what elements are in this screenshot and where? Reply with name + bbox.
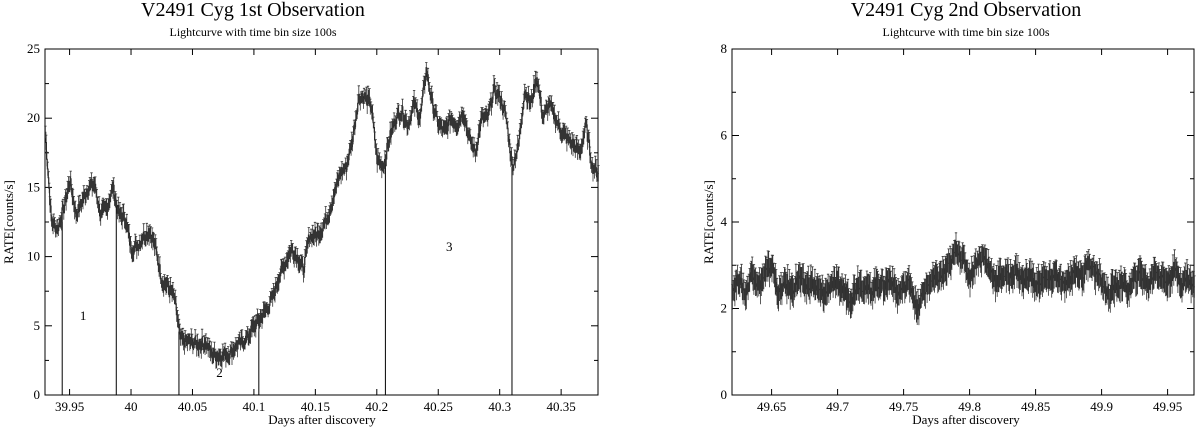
plot-frame [731, 48, 1195, 396]
chart-subtitle: Lightcurve with time bin size 100s [170, 25, 337, 39]
series-line [45, 67, 599, 362]
x-tick-label: 49.8 [958, 399, 981, 414]
x-axis-label: Days after discovery [912, 412, 1020, 427]
error-bars [44, 62, 600, 370]
segment-label: 3 [446, 239, 453, 254]
x-tick-label: 49.9 [1090, 399, 1113, 414]
chart-title: V2491 Cyg 1st Observation [141, 0, 365, 21]
x-tick-label: 40 [125, 399, 138, 414]
y-tick-label: 2 [721, 301, 728, 316]
x-tick-label: 49.85 [1021, 399, 1050, 414]
axis-ticks: 49.65 49.7 49.75 49.8 49.85 49.9 49.95 0 2 4 6 8 [721, 41, 1194, 414]
chart-subtitle: Lightcurve with time bin size 100s [883, 25, 1050, 39]
axis-ticks: 39.95 40 40.05 40.1 40.15 40.2 40.25 40.3 40.35 0… [27, 41, 598, 414]
chart-panel-2nd-observation: V2491 Cyg 2nd Observation Lightcurve wit… [701, 0, 1196, 427]
x-tick-label: 40.05 [178, 399, 207, 414]
x-axis-label: Days after discovery [268, 412, 376, 427]
x-tick-label: 40.2 [365, 399, 388, 414]
y-tick-label: 0 [34, 387, 41, 402]
x-tick-label: 49.75 [889, 399, 918, 414]
chart-title: V2491 Cyg 2nd Observation [851, 0, 1082, 21]
y-tick-label: 10 [27, 249, 40, 264]
y-tick-label: 25 [27, 41, 40, 56]
segment-label: 2 [216, 365, 223, 380]
y-tick-label: 8 [721, 41, 728, 56]
x-tick-label: 40.25 [424, 399, 453, 414]
segment-annotations: 1 2 3 [80, 239, 453, 380]
y-tick-label: 15 [27, 179, 40, 194]
lightcurve-series [44, 62, 600, 370]
y-tick-label: 5 [34, 318, 41, 333]
y-tick-label: 4 [721, 214, 728, 229]
x-tick-label: 39.95 [55, 399, 84, 414]
x-tick-label: 40.3 [488, 399, 511, 414]
segment-label: 1 [80, 308, 87, 323]
lightcurve-series [731, 232, 1196, 326]
x-tick-label: 40.15 [301, 399, 330, 414]
x-tick-label: 49.65 [757, 399, 786, 414]
x-tick-label: 49.95 [1153, 399, 1182, 414]
x-tick-label: 40.1 [243, 399, 266, 414]
y-axis-label: RATE[counts/s] [1, 180, 16, 264]
chart-panel-1st-observation: V2491 Cyg 1st Observation Lightcurve wit… [1, 0, 600, 427]
y-tick-label: 6 [721, 128, 728, 143]
x-tick-label: 40.35 [547, 399, 576, 414]
segment-divider-lines [61, 155, 513, 395]
y-tick-label: 0 [721, 387, 728, 402]
y-tick-label: 20 [27, 110, 40, 125]
x-tick-label: 49.7 [826, 399, 849, 414]
error-bars [731, 232, 1196, 326]
y-axis-label: RATE[counts/s] [701, 180, 716, 264]
